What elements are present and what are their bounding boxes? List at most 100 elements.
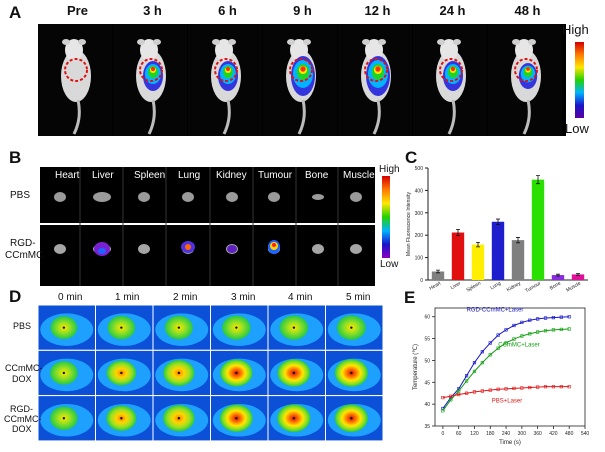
error-bar (576, 273, 580, 276)
data-point (472, 369, 477, 373)
series-label: CCmMC+Laser (498, 342, 540, 348)
y-tick-label: 50 (424, 358, 430, 364)
organ-images (40, 167, 375, 286)
data-point (480, 361, 484, 365)
data-point (551, 316, 556, 320)
bar-kidney (511, 240, 525, 280)
mouse-image-frame (263, 24, 337, 136)
x-tick-label: Liver (450, 280, 463, 291)
data-point (567, 327, 571, 331)
bar-spleen (471, 244, 485, 280)
y-tick-label: 400 (415, 188, 424, 194)
data-point (543, 385, 548, 389)
mouse-image-frame (338, 24, 412, 136)
panel-label-b: B (9, 148, 22, 167)
data-point (457, 392, 461, 397)
x-tick-label: Tumour (524, 280, 542, 294)
time-label-1: 1 min (115, 292, 140, 303)
panel-label-d: D (9, 287, 22, 306)
mouse-image-frame (38, 24, 112, 136)
data-point (528, 332, 532, 336)
organ-label-liver: Liver (92, 170, 114, 181)
bar-liver (451, 232, 465, 280)
data-point (559, 385, 563, 389)
x-tick-label: 0 (442, 431, 445, 437)
bar-muscle (571, 274, 585, 280)
data-point (536, 317, 540, 321)
error-bar (556, 273, 560, 277)
mouse-silhouette (61, 39, 91, 135)
y-tick-label: 35 (424, 424, 430, 430)
timepoint-label-3h: 3 h (143, 3, 162, 18)
x-tick-label: 180 (486, 431, 495, 437)
time-label-2: 2 min (173, 292, 198, 303)
y-tick-label: 55 (424, 337, 430, 343)
error-bar (436, 269, 440, 274)
data-point (551, 328, 556, 332)
x-tick-label: 360 (533, 431, 542, 437)
data-point (457, 389, 461, 393)
y-tick-label: 40 (424, 402, 430, 408)
panel-label-c: C (405, 148, 418, 167)
data-point (567, 385, 571, 389)
y-tick-label: 200 (415, 233, 424, 239)
data-point (520, 320, 524, 325)
error-bar (476, 241, 480, 248)
data-point (512, 386, 516, 391)
panel-label-a: A (9, 3, 22, 22)
mouse-image-frame (413, 24, 487, 136)
plot-frame (434, 307, 586, 427)
x-tick-label: Kidney (506, 280, 523, 293)
data-point (504, 387, 508, 391)
x-tick-label: Heart (428, 280, 442, 292)
data-point (496, 346, 500, 350)
ex-vivo-organ-imaging (40, 167, 375, 286)
data-point (464, 374, 469, 378)
thermal-imaging-grid (37, 304, 384, 442)
row-label-pbs: PBS (10, 190, 31, 201)
thermal-row-label-rgd-1: RGD- (10, 404, 33, 414)
time-label-0: 0 min (58, 292, 83, 303)
y-tick-label: 300 (415, 211, 424, 217)
organ-label-heart: Heart (55, 170, 80, 181)
series-line-2 (442, 386, 570, 399)
data-point (464, 391, 469, 395)
data-point (496, 387, 500, 391)
x-tick-label: 60 (456, 431, 462, 437)
data-point (512, 337, 516, 341)
y-tick-label: 45 (424, 380, 430, 386)
data-point (551, 385, 556, 389)
series-label: PBS+Laser (492, 398, 523, 404)
colorbar-a-high: High (562, 22, 589, 37)
timepoint-label-12h: 12 h (364, 3, 391, 18)
x-tick-label: Muscle (565, 280, 582, 293)
data-point (528, 318, 532, 322)
in-vivo-imaging-strip (38, 24, 566, 136)
x-tick-label: 420 (549, 431, 558, 437)
bar-lung (491, 221, 505, 280)
row-label-rgd-ccmmc-line1: RGD- (10, 238, 36, 249)
x-tick-label: 240 (502, 431, 511, 437)
data-point (543, 316, 548, 320)
error-bar (456, 228, 460, 237)
thermal-row-label-ccmmc-dox-2: DOX (12, 374, 32, 384)
thermal-row-label-ccmmc-dox-1: CCmMC- (5, 363, 43, 373)
timepoint-label-9h: 9 h (293, 3, 312, 18)
data-point (480, 389, 484, 393)
y-tick-label: 500 (415, 166, 424, 172)
x-tick-label: Spleen (466, 280, 483, 293)
x-tick-label: 300 (518, 431, 527, 437)
data-point (472, 390, 477, 394)
data-point (504, 328, 508, 332)
mouse-silhouette (211, 39, 241, 135)
data-point (528, 385, 532, 390)
data-point (520, 334, 524, 338)
thermal-row-label-rgd-3: DOX (12, 424, 32, 434)
organ-label-kidney: Kidney (216, 170, 247, 181)
thermal-images (37, 304, 384, 442)
timepoint-label-24h: 24 h (439, 3, 466, 18)
x-tick-label: 120 (470, 431, 479, 437)
mouse-image-frame (488, 24, 562, 136)
data-point (472, 361, 477, 365)
organ-label-muscle: Muscle (343, 170, 375, 181)
